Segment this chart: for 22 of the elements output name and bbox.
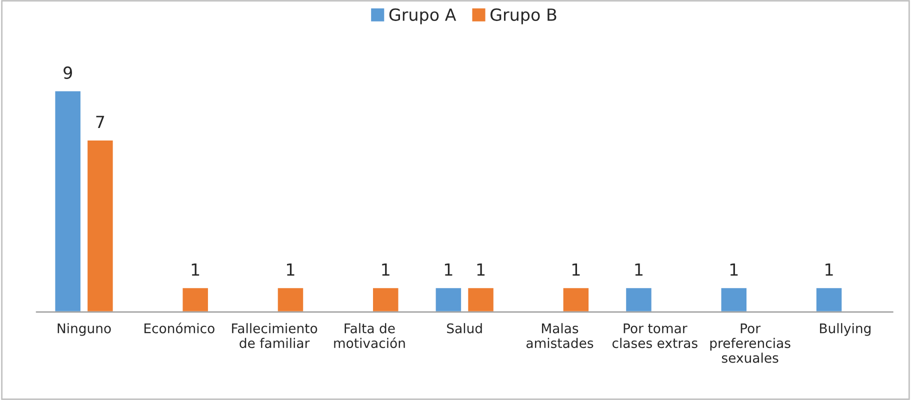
legend-label: Grupo A: [389, 8, 456, 24]
legend-label: Grupo B: [490, 8, 556, 24]
x-tick-label: Por tomar clases extras: [612, 324, 698, 348]
data-label: 1: [287, 263, 294, 276]
data-label: 1: [477, 263, 485, 276]
data-label: 9: [64, 66, 72, 80]
x-tick-label: Salud: [447, 323, 482, 334]
x-tick-label: Malas amistades: [526, 323, 594, 348]
data-label: 1: [635, 263, 642, 276]
x-tick-label: Fallecimiento de familiar: [232, 323, 318, 348]
data-label: 7: [96, 116, 104, 128]
x-tick-label: Económico: [144, 322, 214, 334]
data-label: 1: [730, 263, 738, 276]
data-label: 1: [444, 263, 452, 276]
data-label: 1: [826, 263, 833, 276]
x-tick-label: Falta de motivación: [334, 323, 405, 348]
x-tick-label: Ninguno: [58, 323, 111, 336]
x-tick-label: Por preferencias sexuales: [710, 324, 790, 363]
x-tick-label: Bullying: [820, 323, 870, 336]
data-label: 1: [382, 263, 390, 276]
data-label: 1: [192, 263, 200, 276]
data-label: 1: [572, 263, 580, 276]
